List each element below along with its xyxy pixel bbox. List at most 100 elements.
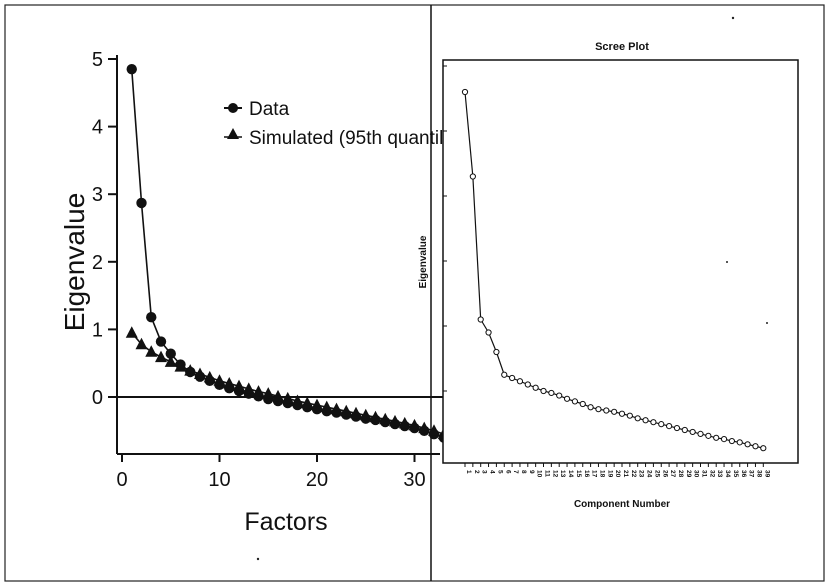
left-y-tick-label: 1 bbox=[92, 319, 103, 341]
simulated-point bbox=[262, 387, 275, 399]
scree-x-tick-label: 37 bbox=[748, 470, 755, 478]
scree-point bbox=[611, 408, 618, 415]
scree-x-tick-label: 27 bbox=[669, 470, 676, 478]
simulated-point bbox=[145, 345, 158, 357]
scree-x-tick-label: 34 bbox=[724, 470, 731, 478]
scree-point bbox=[658, 421, 665, 428]
scan-speck bbox=[256, 557, 260, 561]
left-x-tick-label: 0 bbox=[116, 469, 127, 491]
simulated-point bbox=[389, 414, 401, 427]
scree-x-tick-label: 31 bbox=[701, 470, 708, 478]
left-x-tick-label: 10 bbox=[208, 469, 230, 491]
scree-point bbox=[705, 432, 712, 439]
left-x-axis-label: Factors bbox=[244, 508, 327, 536]
scree-point bbox=[524, 381, 531, 388]
scree-point bbox=[650, 419, 657, 426]
scree-point bbox=[595, 406, 602, 413]
scree-point bbox=[626, 412, 633, 419]
simulated-point bbox=[311, 398, 323, 411]
scree-point bbox=[681, 426, 688, 434]
scree-point bbox=[477, 316, 484, 323]
scree-x-tick-label: 2 bbox=[473, 470, 480, 474]
scree-x-tick-label: 36 bbox=[740, 470, 747, 478]
scree-point bbox=[697, 430, 704, 437]
scree-x-tick-label: 38 bbox=[755, 470, 762, 478]
left-y-axis-label: Eigenvalue bbox=[59, 193, 90, 332]
scree-point bbox=[736, 439, 743, 446]
scree-point bbox=[760, 445, 767, 452]
legend-simulated-label: Simulated (95th quantile bbox=[249, 128, 454, 149]
scree-point bbox=[461, 88, 469, 96]
scree-point bbox=[556, 392, 563, 399]
scree-x-tick-label: 18 bbox=[598, 470, 605, 478]
scree-point bbox=[571, 398, 579, 405]
simulated-point bbox=[340, 404, 353, 417]
scan-speck bbox=[731, 16, 735, 20]
scree-x-tick-label: 15 bbox=[575, 470, 582, 478]
simulated-point bbox=[301, 396, 314, 409]
simulated-point bbox=[174, 360, 187, 372]
scan-speck bbox=[726, 261, 728, 263]
scree-point bbox=[720, 436, 728, 443]
scree-plot-frame bbox=[442, 59, 799, 464]
scree-x-tick-label: 30 bbox=[693, 470, 700, 478]
parallel-analysis-chart: 0 1 2 3 4 5 0 10 20 30 Eigenvalue Factors Data Si… bbox=[59, 49, 456, 536]
scree-x-tick-label: 20 bbox=[614, 470, 621, 478]
scree-point bbox=[666, 423, 673, 430]
simulated-point bbox=[428, 424, 440, 436]
simulated-point bbox=[203, 370, 216, 383]
left-y-tick-label: 3 bbox=[92, 184, 103, 206]
scree-x-tick-label: 4 bbox=[489, 470, 496, 474]
scree-point bbox=[469, 173, 476, 180]
scree-x-tick-label: 35 bbox=[732, 470, 739, 478]
scree-x-tick-label: 10 bbox=[536, 470, 543, 478]
data-point bbox=[136, 197, 147, 209]
scree-point bbox=[579, 400, 586, 408]
scree-series bbox=[461, 88, 767, 452]
scree-point bbox=[752, 443, 759, 450]
scree-point bbox=[501, 371, 508, 378]
simulated-point bbox=[281, 391, 294, 404]
scree-x-tick-label: 12 bbox=[551, 470, 558, 478]
scree-x-tick-label: 33 bbox=[716, 470, 723, 478]
simulated-point bbox=[135, 337, 148, 350]
simulated-point bbox=[408, 418, 421, 431]
scree-x-axis-label: Component Number bbox=[574, 499, 670, 510]
scree-x-tick-label: 8 bbox=[520, 470, 527, 474]
simulated-point bbox=[155, 350, 167, 363]
left-x-tick-label: 20 bbox=[306, 469, 328, 491]
scree-point bbox=[618, 410, 626, 417]
scree-x-tick-label: 19 bbox=[606, 470, 613, 478]
left-series bbox=[125, 63, 450, 443]
scree-x-tick-label: 39 bbox=[763, 470, 770, 478]
scree-x-tick-label: 23 bbox=[638, 470, 645, 478]
simulated-point bbox=[242, 382, 255, 394]
scree-x-tick-label: 1 bbox=[465, 470, 472, 474]
scree-x-tick-label: 21 bbox=[622, 470, 629, 478]
simulated-point bbox=[330, 402, 343, 415]
simulated-point bbox=[350, 406, 362, 419]
scree-y-axis-label: Eigenvalue bbox=[418, 235, 429, 288]
legend-data-label: Data bbox=[249, 99, 290, 120]
left-y-tick-label: 0 bbox=[92, 387, 103, 409]
scree-point bbox=[508, 374, 516, 382]
scree-point bbox=[516, 378, 524, 385]
scree-point bbox=[728, 437, 736, 445]
simulated-point bbox=[184, 364, 197, 376]
data-point bbox=[165, 348, 176, 359]
scan-speck bbox=[766, 322, 768, 324]
simulated-point bbox=[125, 326, 138, 338]
simulated-point bbox=[398, 416, 411, 429]
simulated-point bbox=[369, 410, 382, 423]
scree-x-tick-label: 24 bbox=[646, 470, 653, 478]
scree-point bbox=[642, 417, 649, 424]
scree-point bbox=[548, 389, 555, 397]
scree-x-tick-label: 28 bbox=[677, 470, 684, 478]
simulated-point bbox=[194, 367, 206, 380]
scree-x-tick-label: 29 bbox=[685, 470, 692, 478]
scree-x-tick-label: 7 bbox=[512, 470, 519, 474]
scree-point bbox=[603, 407, 610, 414]
scree-point bbox=[634, 415, 641, 422]
scree-ticks: 1 2 3 4 5 6 7 8 9 10 11 12 13 14 15 16 17 18 19 20 21 22 23 24 2… bbox=[443, 65, 770, 478]
